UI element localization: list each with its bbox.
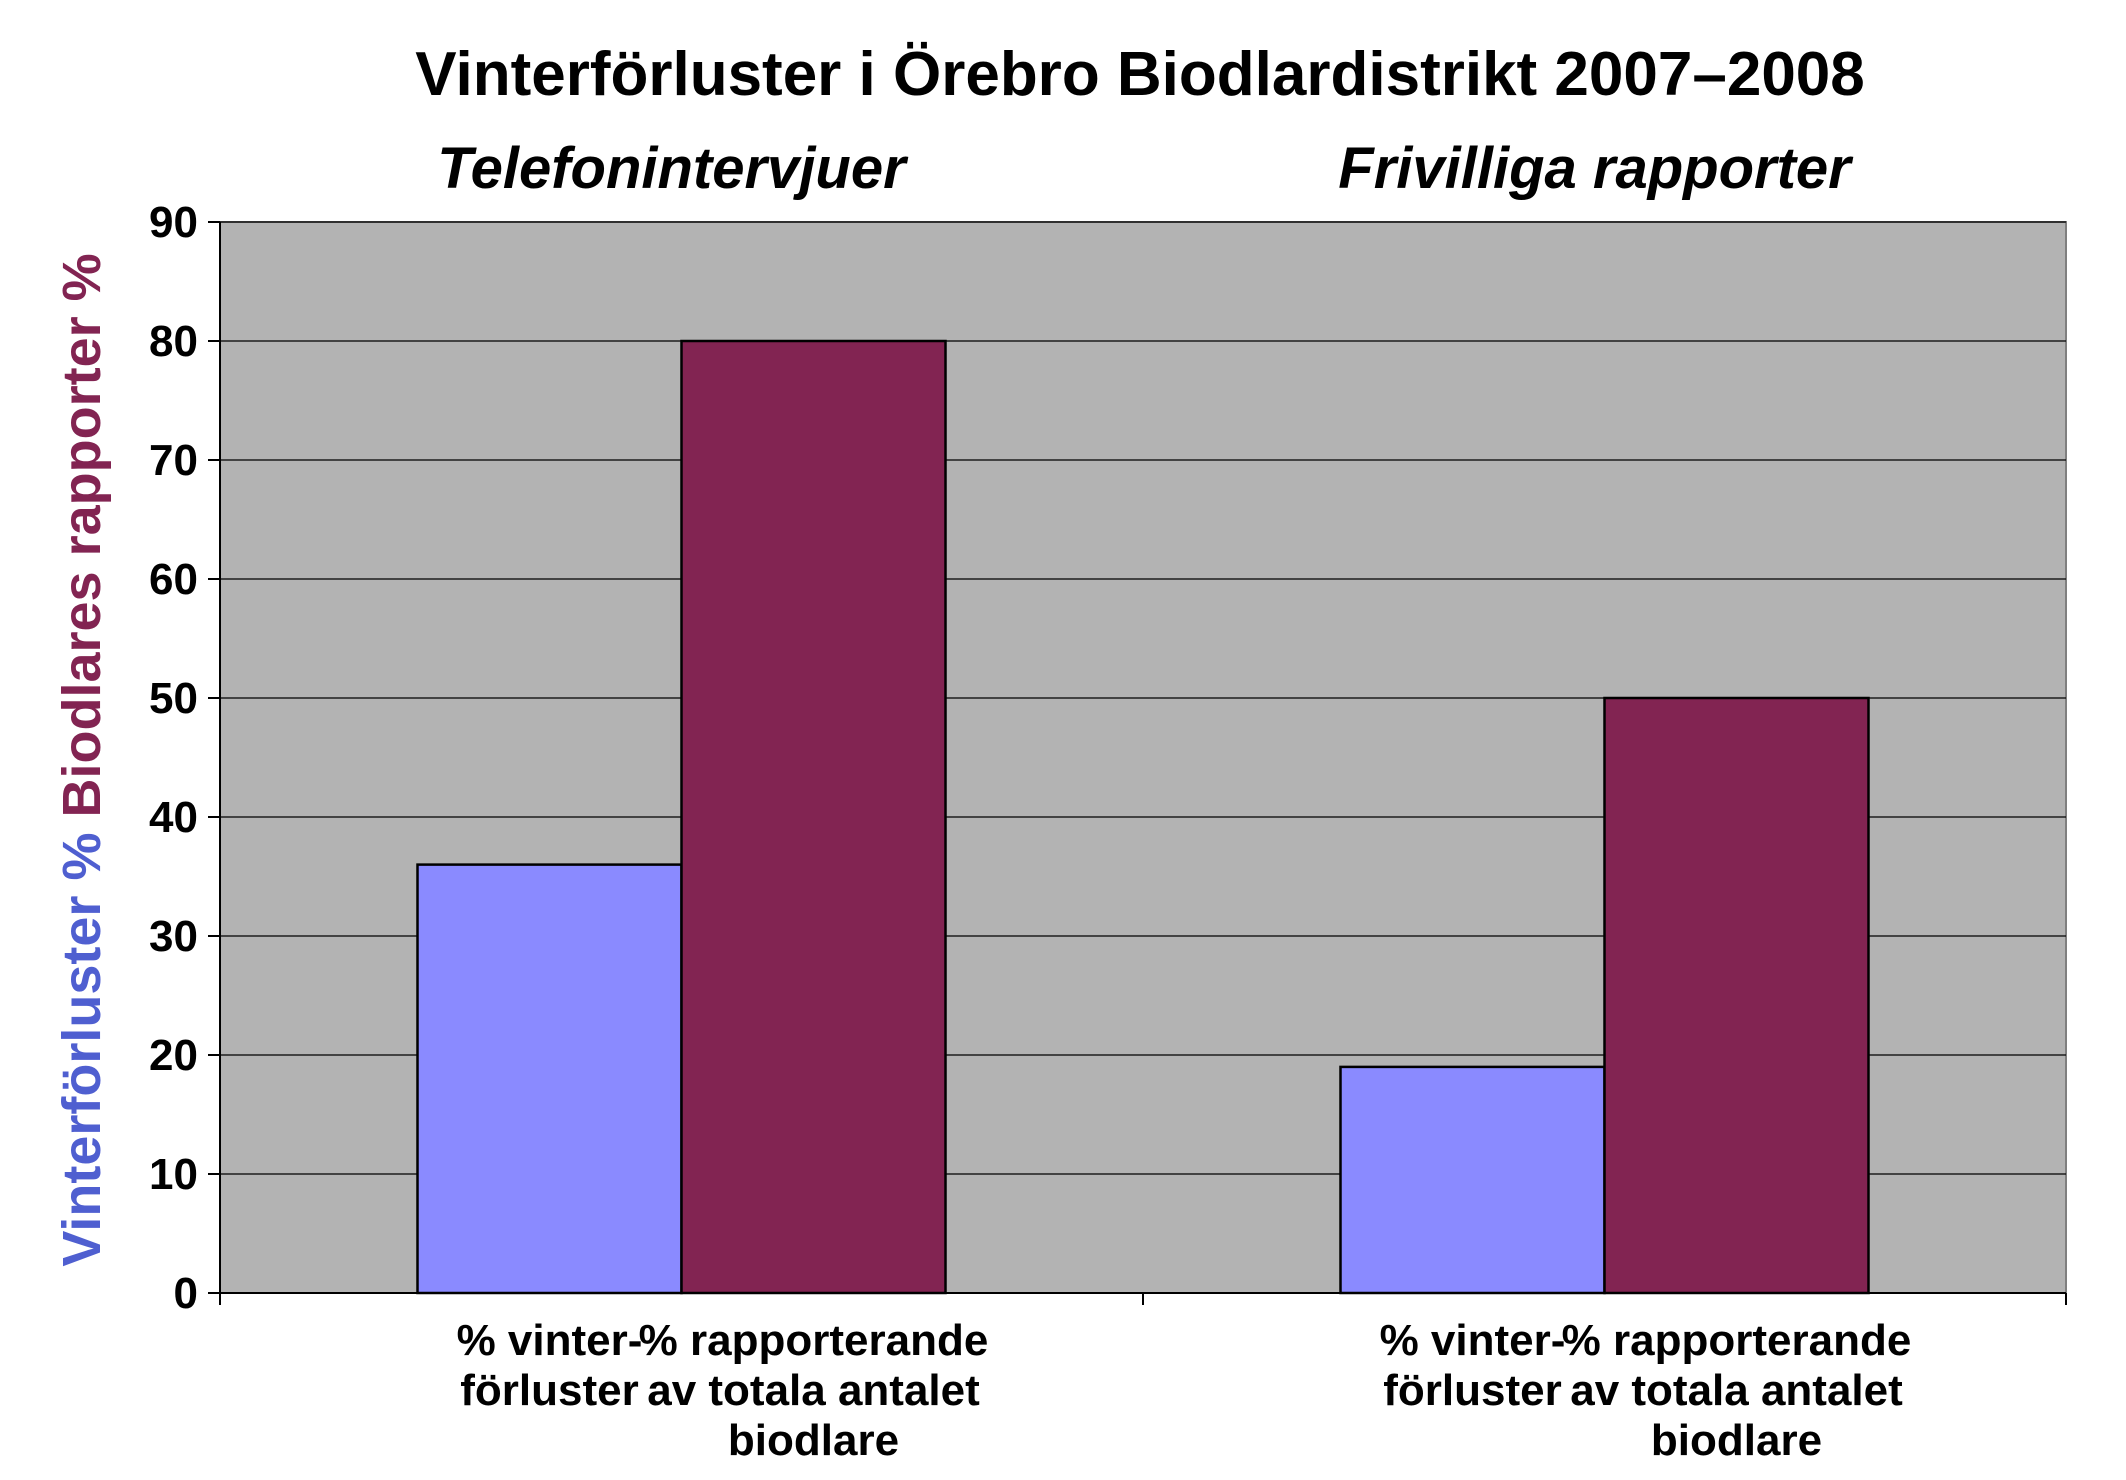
y-tick-label: 60	[149, 555, 198, 604]
category-label: % rapporterande av totala antalet biodlare	[1562, 1316, 1912, 1465]
category-label: % vinter-förluster	[457, 1316, 643, 1415]
y-tick-label: 30	[149, 912, 198, 961]
category-label: % rapporterande av totala antalet biodlare	[639, 1316, 989, 1465]
y-tick-label: 40	[149, 793, 198, 842]
y-tick-label: 90	[149, 198, 198, 247]
y-tick-label: 20	[149, 1031, 198, 1080]
y-tick-label: 70	[149, 436, 198, 485]
y-tick-label: 10	[149, 1150, 198, 1199]
bar	[416, 863, 683, 1295]
bar	[1603, 696, 1870, 1295]
y-tick-label: 0	[174, 1269, 198, 1318]
category-label: % vinter-förluster	[1380, 1316, 1566, 1415]
plot-area: 0 10 20 30 40 50 60 70 80 90 Telefonintervjuer % vi…	[149, 136, 2067, 1465]
bar	[680, 339, 947, 1295]
y-axis-label: Vinterförluster % Biodlares rapporter %	[52, 253, 112, 1266]
y-tick-label: 50	[149, 674, 198, 723]
y-tick-label: 80	[149, 317, 198, 366]
chart-title: Vinterförluster i Örebro Biodlardistrikt…	[415, 40, 1865, 109]
bar	[1339, 1065, 1606, 1295]
y-axis-title: Vinterförluster % Biodlares rapporter %	[52, 253, 112, 1266]
group-label: Frivilliga rapporter	[1338, 136, 1854, 201]
group-label: Telefonintervjuer	[437, 136, 909, 201]
